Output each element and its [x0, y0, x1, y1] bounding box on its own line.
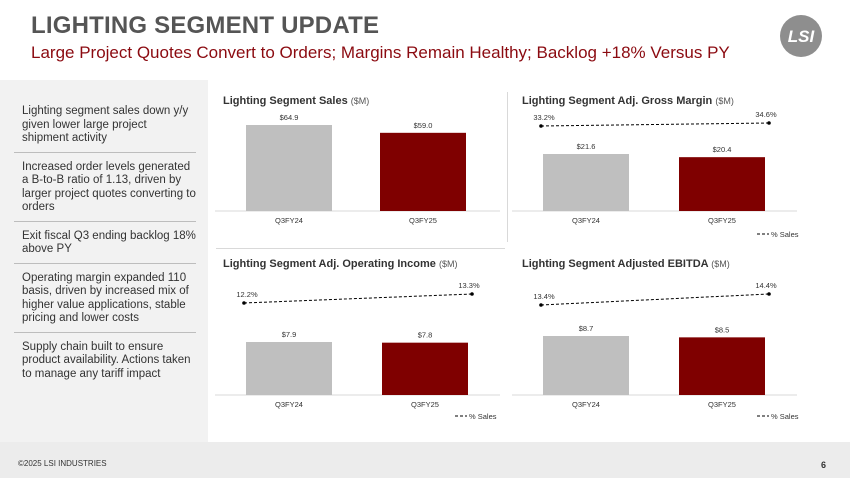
bullet-item: Lighting segment sales down y/y given lo…	[22, 105, 189, 144]
pct-sales-line	[540, 122, 770, 127]
bar-value-label: $7.9	[282, 330, 297, 339]
bar-value-label: $8.5	[715, 325, 730, 334]
bullet-item: Operating margin expanded 110 basis, dri…	[14, 262, 196, 332]
legend-label: % Sales	[771, 230, 799, 239]
lsi-logo: LSI	[780, 15, 822, 57]
pct-sales-point	[539, 303, 543, 307]
pct-sales-point	[242, 301, 246, 305]
bar-value-label: $20.4	[713, 145, 732, 154]
bullet-item: Exit fiscal Q3 ending backlog 18% above …	[14, 220, 196, 263]
operating-income-chart: $7.9 Q3FY24 $7.8 Q3FY25 12.2% 13.3% % Sales	[215, 281, 500, 421]
sales-chart: $64.9 Q3FY24 $59.0 Q3FY25	[215, 113, 500, 225]
category-label: Q3FY24	[572, 216, 600, 225]
pct-sales-label: 13.3%	[458, 281, 480, 290]
slide-footer	[0, 442, 850, 478]
category-label: Q3FY25	[708, 400, 736, 409]
slide-header: LIGHTING SEGMENT UPDATE Large Project Qu…	[0, 0, 850, 80]
bar-value-label: $7.8	[418, 331, 433, 340]
bar-q3fy24	[543, 336, 629, 395]
chart-title-gross-margin: Lighting Segment Adj. Gross Margin ($M)	[522, 95, 734, 107]
category-label: Q3FY25	[411, 400, 439, 409]
copyright-text: ©2025 LSI INDUSTRIES	[18, 459, 107, 468]
category-label: Q3FY25	[708, 216, 736, 225]
chart-title-sales: Lighting Segment Sales ($M)	[223, 95, 370, 107]
pct-sales-point	[767, 121, 771, 125]
bar-q3fy25	[380, 132, 466, 211]
pct-sales-label: 12.2%	[236, 290, 258, 299]
bar-value-label: $59.0	[414, 121, 433, 130]
category-label: Q3FY25	[409, 216, 437, 225]
pct-sales-point	[767, 292, 771, 296]
chart-divider-vertical	[507, 92, 508, 242]
pct-sales-line	[540, 293, 770, 306]
bullet-list: Lighting segment sales down y/y given lo…	[14, 98, 196, 387]
page-number: 6	[820, 460, 826, 470]
bar-q3fy24	[246, 342, 332, 395]
chart-title-ebitda: Lighting Segment Adjusted EBITDA ($M)	[522, 258, 730, 270]
category-label: Q3FY24	[572, 400, 600, 409]
bar-q3fy24	[246, 125, 332, 211]
bar-value-label: $64.9	[280, 113, 299, 122]
slide-subtitle: Large Project Quotes Convert to Orders; …	[31, 43, 730, 62]
legend-label: % Sales	[469, 412, 497, 421]
legend-label: % Sales	[771, 412, 799, 421]
category-label: Q3FY24	[275, 216, 303, 225]
pct-sales-label: 13.4%	[533, 292, 555, 301]
category-label: Q3FY24	[275, 400, 303, 409]
bar-value-label: $8.7	[579, 324, 594, 333]
bar-q3fy24	[543, 154, 629, 211]
bar-q3fy25	[679, 157, 765, 211]
pct-sales-line	[243, 293, 473, 304]
bullet-item: Supply chain built to ensure product ava…	[14, 331, 196, 388]
pct-sales-point	[470, 292, 474, 296]
pct-sales-point	[539, 124, 543, 128]
gross-margin-chart: $21.6 Q3FY24 $20.4 Q3FY25 33.2% 34.6% % Sales	[512, 110, 799, 239]
chart-title-operating-income: Lighting Segment Adj. Operating Income (…	[223, 258, 458, 270]
chart-divider-horizontal	[216, 248, 505, 249]
bar-q3fy25	[382, 342, 468, 395]
ebitda-chart: $8.7 Q3FY24 $8.5 Q3FY25 13.4% 14.4% % Sales	[512, 281, 799, 421]
bar-q3fy25	[679, 337, 765, 395]
logo-text: LSI	[788, 27, 816, 46]
pct-sales-label: 33.2%	[533, 113, 555, 122]
pct-sales-label: 34.6%	[755, 110, 777, 119]
slide-title: LIGHTING SEGMENT UPDATE	[31, 12, 380, 39]
bar-value-label: $21.6	[577, 142, 596, 151]
bullet-item: Increased order levels generated a B-to-…	[14, 151, 196, 221]
pct-sales-label: 14.4%	[755, 281, 777, 290]
